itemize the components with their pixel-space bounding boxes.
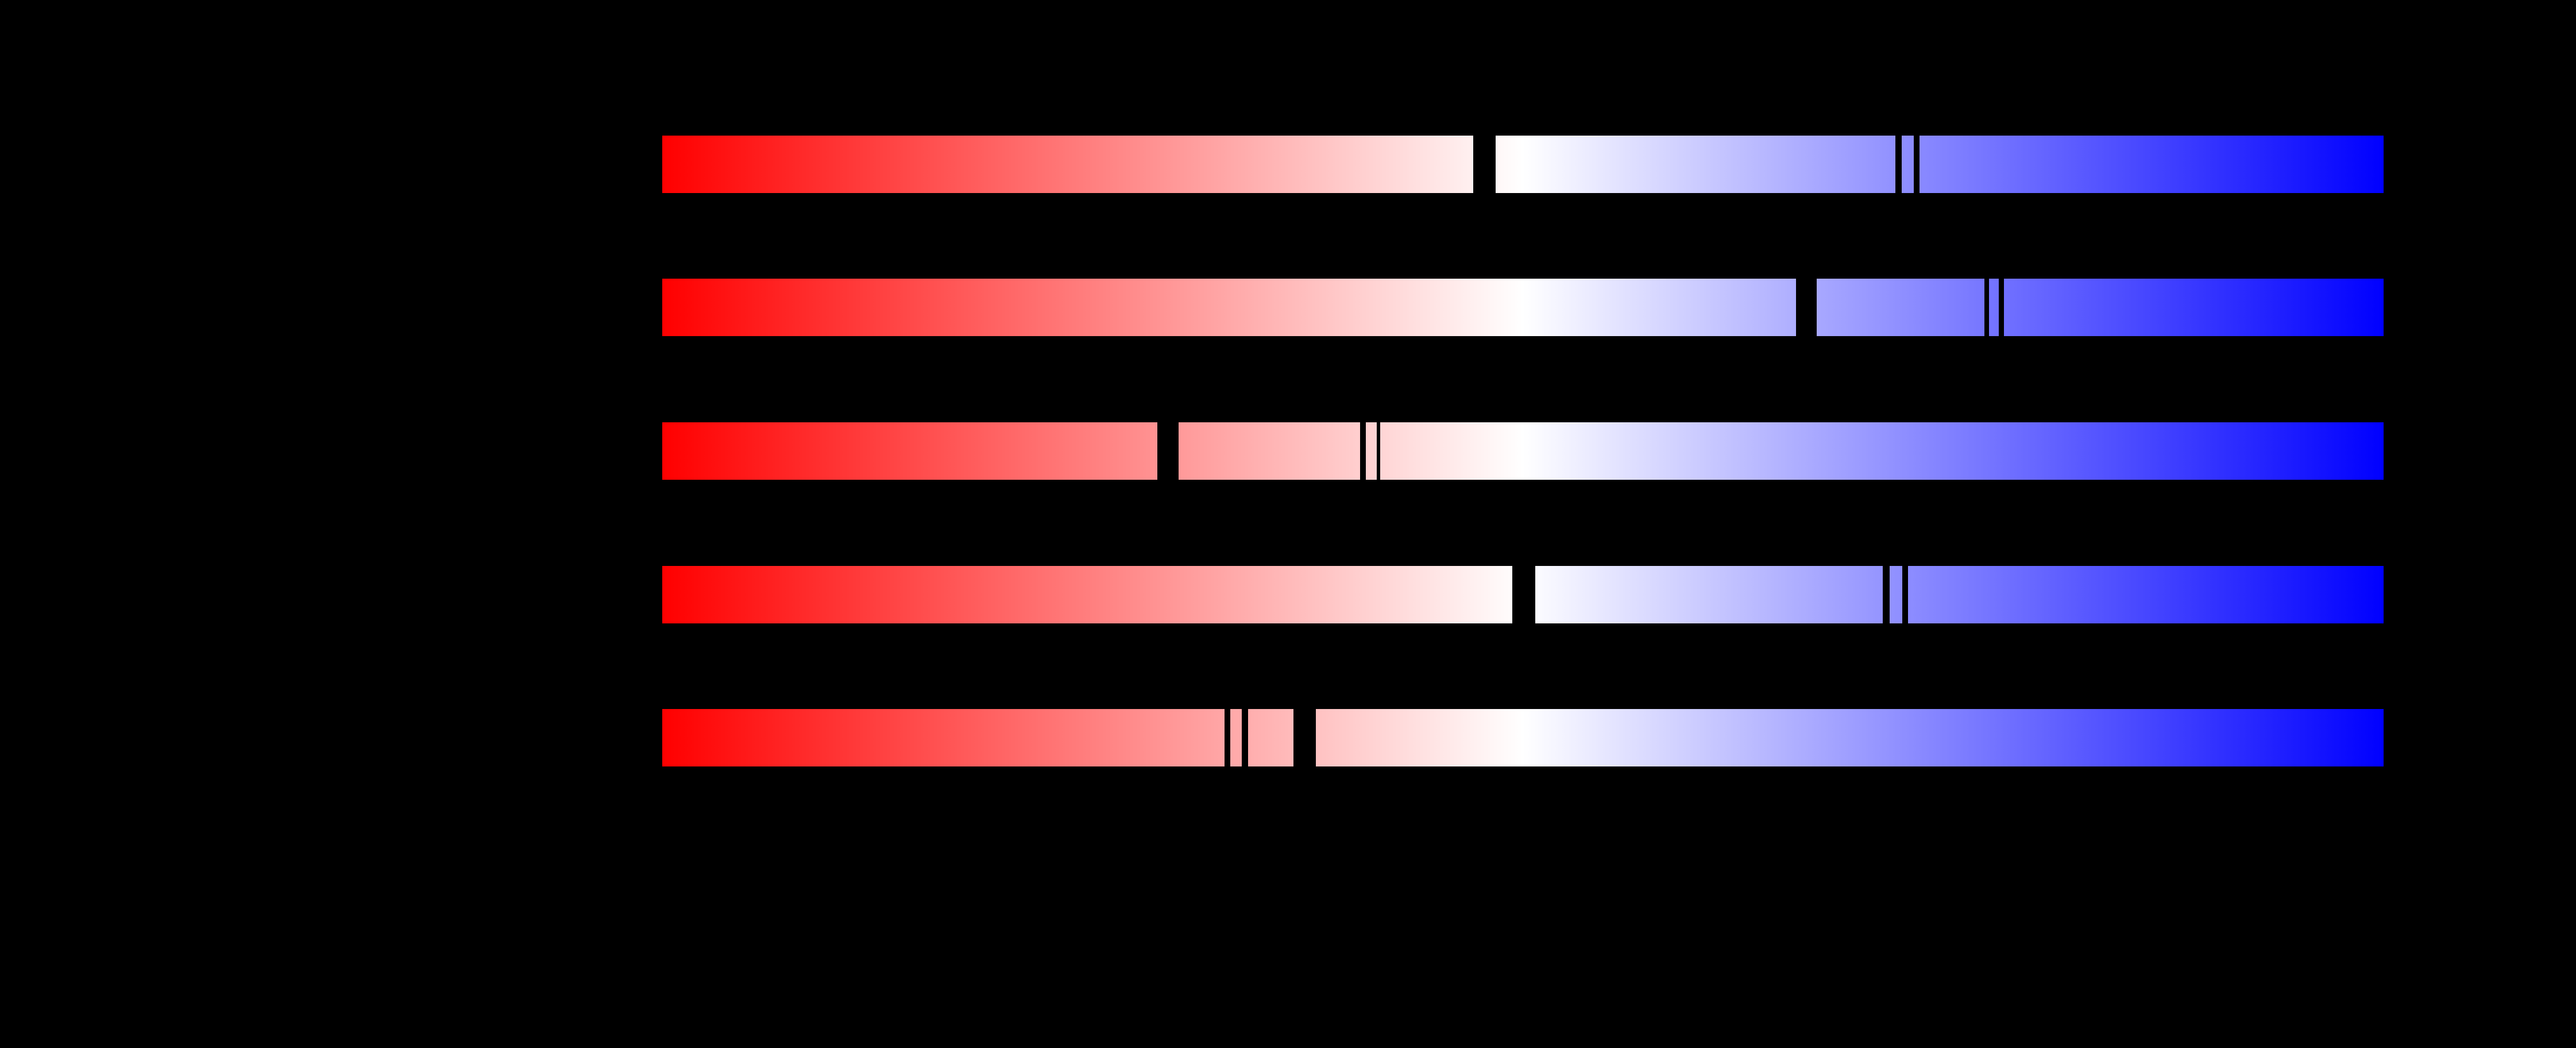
thin-marker [1999,279,2004,336]
thick-marker [1512,566,1535,623]
gradient-bar-row-5 [662,709,2384,766]
thin-marker [1914,136,1920,193]
gradient-bar-row-1 [662,136,2384,193]
thin-marker [1883,566,1890,623]
gradient-bar-row-2 [662,279,2384,336]
thin-marker [1360,422,1366,480]
thin-marker [1377,422,1380,480]
thick-marker [1157,422,1179,480]
gradient-bar-row-3 [662,422,2384,480]
thick-marker [1473,136,1496,193]
thin-marker [1242,709,1248,766]
thick-marker [1796,279,1817,336]
thick-marker [1293,709,1316,766]
thin-marker [1895,136,1902,193]
gradient-bar-row-4 [662,566,2384,623]
thin-marker [1902,566,1908,623]
thin-marker [1225,709,1230,766]
thin-marker [1984,279,1989,336]
